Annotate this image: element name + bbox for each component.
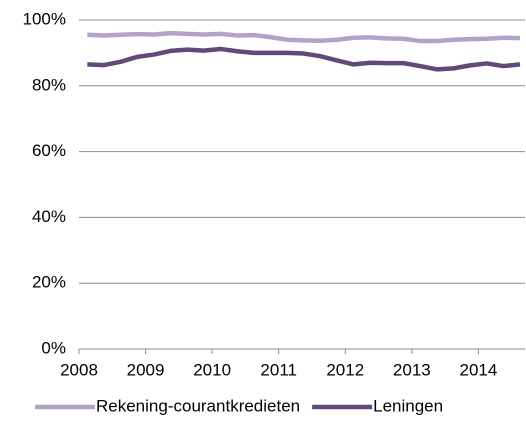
x-tick-label: 2012 [326, 360, 364, 379]
y-tick-label: 40% [32, 207, 66, 226]
y-tick-label: 0% [41, 338, 66, 357]
x-tick-label: 2008 [60, 360, 98, 379]
x-tick-label: 2014 [459, 360, 497, 379]
y-tick-label: 60% [32, 141, 66, 160]
x-tick-label: 2013 [393, 360, 431, 379]
line-series [87, 46, 521, 72]
x-tick-label: 2009 [127, 360, 165, 379]
y-tick-label: 80% [32, 75, 66, 94]
y-tick-label: 100% [23, 9, 66, 28]
legend-label: Leningen [373, 396, 443, 415]
x-tick-label: 2011 [260, 360, 297, 379]
x-tick-label: 2010 [193, 360, 231, 379]
legend-label: Rekening-courantkredieten [96, 396, 300, 415]
line-series [87, 30, 521, 44]
y-tick-label: 20% [32, 273, 66, 292]
